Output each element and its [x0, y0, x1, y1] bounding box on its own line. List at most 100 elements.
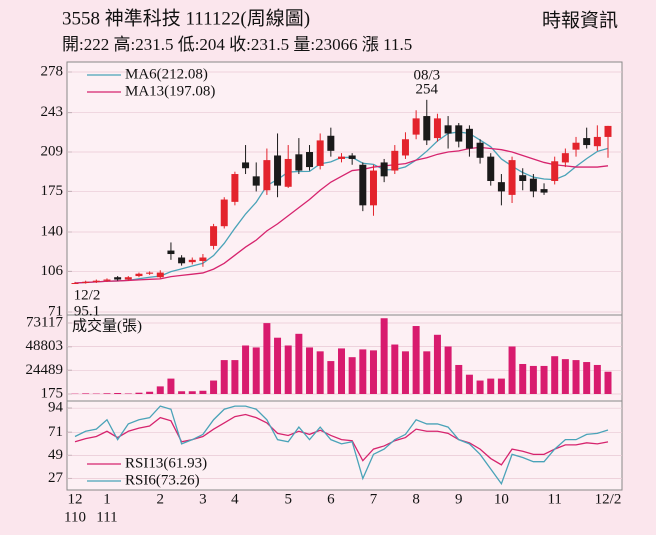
candle-body	[497, 182, 505, 192]
volume-bar	[167, 378, 175, 394]
y-tick-label: 49	[48, 447, 63, 463]
source: 時報資訊	[542, 9, 618, 31]
annotation-date: 12/2	[74, 287, 101, 303]
volume-bar	[263, 323, 271, 394]
candle-body	[327, 135, 335, 151]
chart-title: 3558 神準科技 111122(周線圖)	[62, 7, 310, 29]
volume-bar	[572, 360, 580, 394]
volume-bar	[135, 392, 143, 394]
candle-body	[188, 259, 196, 263]
volume-bar	[242, 345, 250, 394]
candle-body	[561, 153, 569, 163]
candle-body	[103, 279, 111, 281]
volume-bar	[465, 374, 473, 394]
annotation-value: 254	[416, 81, 439, 97]
candle-body	[465, 128, 473, 149]
candle-body	[572, 142, 580, 150]
y-tick-label: 106	[41, 263, 64, 279]
annotation-value: 95.1	[74, 303, 100, 319]
volume-bar	[348, 357, 356, 394]
volume-bar	[316, 351, 324, 394]
candle-body	[519, 175, 527, 181]
y-tick-label: 71	[48, 424, 63, 440]
x-year-label: 110	[64, 509, 86, 525]
volume-bar	[210, 380, 218, 394]
candle-body	[369, 170, 377, 206]
volume-bar	[114, 393, 122, 394]
volume-bar	[178, 391, 186, 394]
rsi-panel	[66, 400, 623, 491]
legend-label: MA13(197.08)	[125, 83, 215, 99]
volume-bar	[82, 393, 90, 394]
candle-body	[210, 226, 218, 246]
x-year-label: 111	[96, 509, 117, 525]
y-tick-label: 140	[41, 223, 64, 239]
candle-body	[263, 160, 271, 191]
candle-body	[380, 162, 388, 177]
legend-label: MA6(212.08)	[125, 66, 208, 82]
volume-bar	[156, 386, 164, 394]
volume-bar	[412, 326, 420, 394]
volume-bar	[401, 351, 409, 394]
y-tick-label: 175	[41, 183, 64, 199]
volume-bar	[338, 348, 345, 394]
candle-body	[178, 257, 186, 264]
volume-bar	[231, 360, 239, 394]
candle-body	[348, 155, 356, 159]
candle-body	[604, 125, 612, 137]
x-tick-label: 8	[412, 491, 420, 507]
volume-bar	[284, 345, 292, 394]
volume-bar	[146, 391, 154, 394]
candle-body	[252, 176, 260, 186]
volume-bar	[583, 362, 591, 394]
summary: 開:222 高:231.5 低:204 收:231.5 量:23066 漲 11…	[62, 35, 412, 54]
volume-bar	[423, 351, 431, 394]
candle-body	[540, 189, 548, 193]
candle-body	[124, 277, 132, 280]
annotation-date: 08/3	[413, 67, 440, 83]
line	[74, 405, 609, 486]
x-tick-label: 5	[284, 491, 292, 507]
y-tick-label: 209	[41, 143, 64, 159]
candle-body	[529, 178, 537, 192]
x-tick-label: 11	[547, 491, 561, 507]
candle-body	[284, 158, 292, 187]
volume-bar	[252, 347, 260, 394]
x-tick-label: 9	[455, 491, 463, 507]
candle-body	[583, 138, 591, 146]
volume-bar	[497, 378, 505, 394]
y-tick-label: 278	[41, 63, 64, 79]
panel-title: 成交量(張)	[72, 316, 142, 334]
volume-bar	[327, 361, 335, 394]
candle-body	[455, 125, 463, 142]
volume-bar	[455, 364, 463, 394]
x-tick-label: 12	[68, 491, 83, 507]
volume-bar	[103, 393, 111, 394]
candle-body	[551, 161, 559, 181]
candle-body	[316, 140, 324, 166]
candle-body	[423, 116, 431, 141]
candle-body	[306, 152, 314, 168]
candle-body	[401, 139, 409, 156]
volume-bar	[551, 356, 559, 394]
volume-bar	[220, 360, 228, 394]
volume-bar	[391, 344, 399, 394]
legend-label: RSI6(73.26)	[125, 472, 200, 488]
candle-body	[167, 250, 175, 255]
y-tick-label: 71	[48, 303, 63, 319]
candle-body	[114, 277, 122, 280]
volume-bar	[274, 337, 282, 394]
volume-bar	[359, 349, 367, 394]
x-tick-label: 2	[157, 491, 165, 507]
y-tick-label: 175	[41, 385, 64, 401]
volume-bar	[188, 391, 196, 394]
candle-body	[220, 199, 228, 227]
y-tick-label: 94	[48, 400, 64, 416]
candle-body	[231, 174, 239, 202]
line	[74, 413, 609, 466]
volume-bar	[593, 364, 601, 394]
candle-body	[433, 118, 441, 139]
volume-bar	[380, 318, 388, 394]
